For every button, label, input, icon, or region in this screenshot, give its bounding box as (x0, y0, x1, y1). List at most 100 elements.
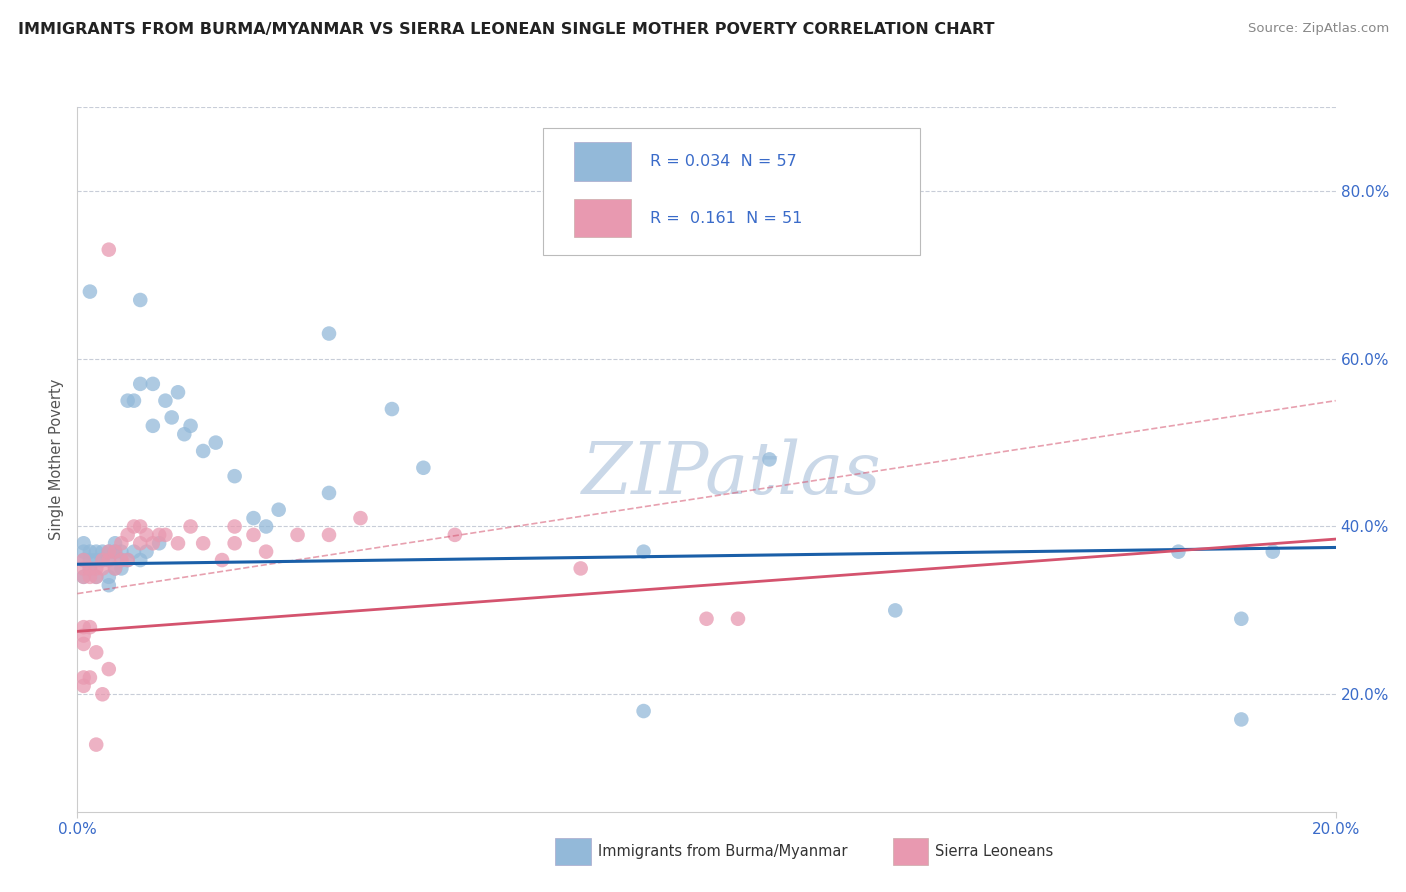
Point (122, 544, 145, 558)
Point (191, 536, 215, 550)
Point (1167, 544, 1189, 558)
Text: R = 0.034  N = 57: R = 0.034 N = 57 (650, 154, 797, 169)
Point (224, 469, 246, 483)
Point (758, 452, 780, 467)
Point (72, 679, 94, 693)
Point (91, 687, 114, 701)
Point (1230, 612, 1253, 626)
Point (173, 427, 195, 442)
Point (104, 561, 127, 575)
Point (72, 671, 94, 685)
Point (79, 671, 101, 685)
Point (242, 511, 264, 525)
Point (84, 738, 107, 752)
Text: Source: ZipAtlas.com: Source: ZipAtlas.com (1249, 22, 1389, 36)
Point (79, 285, 101, 299)
Point (211, 553, 233, 567)
Point (254, 544, 277, 558)
Point (191, 444, 215, 458)
Point (72, 570, 94, 584)
Point (110, 553, 132, 567)
Point (79, 561, 101, 575)
Point (97, 578, 120, 592)
Point (135, 544, 157, 558)
Point (91, 561, 114, 575)
Point (72, 620, 94, 634)
Point (142, 376, 165, 391)
Point (110, 553, 132, 567)
Point (91, 553, 114, 567)
Point (110, 544, 132, 558)
Text: IMMIGRANTS FROM BURMA/MYANMAR VS SIERRA LEONEAN SINGLE MOTHER POVERTY CORRELATIO: IMMIGRANTS FROM BURMA/MYANMAR VS SIERRA … (18, 22, 995, 37)
Point (117, 528, 139, 542)
Point (569, 561, 592, 575)
Point (72, 553, 94, 567)
Point (224, 536, 246, 550)
Point (254, 519, 277, 533)
Point (72, 544, 94, 558)
Point (412, 460, 434, 475)
Point (97, 553, 120, 567)
Point (110, 536, 132, 550)
Point (135, 528, 157, 542)
Text: ZIPatlas: ZIPatlas (582, 438, 882, 508)
Point (318, 528, 340, 542)
Point (142, 418, 165, 433)
Point (1261, 544, 1284, 558)
Point (97, 662, 120, 676)
Point (84, 570, 107, 584)
Point (104, 544, 127, 558)
Text: R =  0.161  N = 51: R = 0.161 N = 51 (650, 211, 803, 226)
FancyBboxPatch shape (575, 142, 631, 181)
Point (180, 519, 202, 533)
Point (633, 544, 655, 558)
Point (129, 293, 152, 307)
Point (84, 570, 107, 584)
Point (318, 486, 340, 500)
Point (727, 612, 749, 626)
Point (381, 402, 404, 417)
Point (318, 326, 340, 341)
Point (287, 528, 309, 542)
Point (84, 544, 107, 558)
Y-axis label: Single Mother Poverty: Single Mother Poverty (49, 379, 65, 540)
Point (122, 393, 145, 408)
Point (79, 570, 101, 584)
Point (84, 553, 107, 567)
Point (180, 418, 202, 433)
Point (129, 519, 152, 533)
Point (72, 553, 94, 567)
Point (167, 536, 190, 550)
Point (84, 645, 107, 659)
Point (117, 393, 139, 408)
Point (97, 544, 120, 558)
Point (79, 620, 101, 634)
Point (155, 393, 177, 408)
Point (91, 553, 114, 567)
Point (72, 561, 94, 575)
Point (1230, 713, 1253, 727)
Point (696, 612, 718, 626)
Point (97, 553, 120, 567)
FancyBboxPatch shape (575, 199, 631, 237)
Point (117, 553, 139, 567)
Point (97, 243, 120, 257)
Point (79, 553, 101, 567)
Point (72, 628, 94, 642)
Point (129, 376, 152, 391)
Point (267, 502, 290, 516)
Point (142, 536, 165, 550)
Point (104, 544, 127, 558)
Point (104, 561, 127, 575)
Point (97, 544, 120, 558)
Point (204, 435, 226, 450)
Point (97, 570, 120, 584)
Point (148, 536, 170, 550)
Text: Immigrants from Burma/Myanmar: Immigrants from Burma/Myanmar (598, 845, 846, 859)
FancyBboxPatch shape (543, 128, 921, 255)
Point (242, 528, 264, 542)
Point (224, 519, 246, 533)
Point (117, 553, 139, 567)
Point (122, 519, 145, 533)
Point (79, 544, 101, 558)
